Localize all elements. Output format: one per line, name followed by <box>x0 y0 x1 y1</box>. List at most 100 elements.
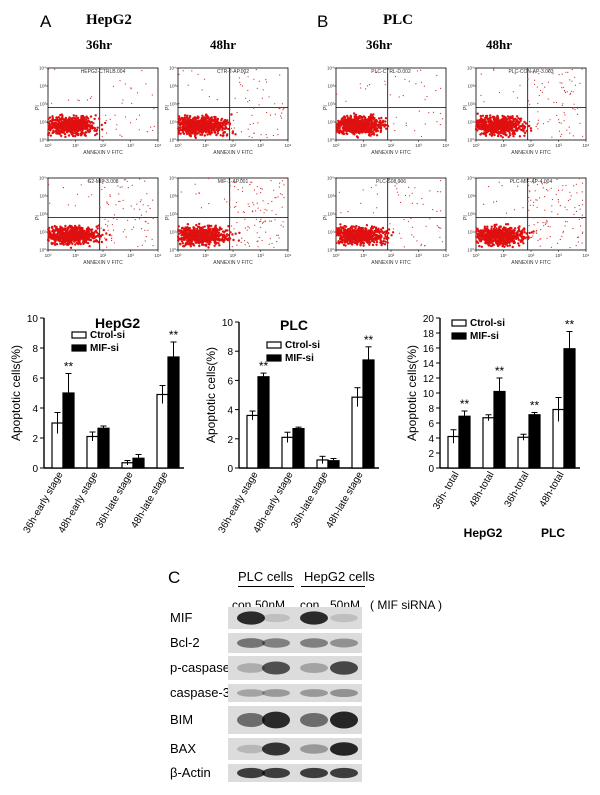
flow-y-axis-label: PI <box>35 105 41 110</box>
flow-x-tick: 10⁰ <box>333 253 340 258</box>
flow-x-tick: 10⁴ <box>583 143 590 148</box>
flow-x-tick: 10⁰ <box>45 253 52 258</box>
flow-x-axis-label: ANNEXIN V FITC <box>511 150 551 156</box>
blot-band <box>262 661 290 675</box>
y-tick-label: 6 <box>227 376 233 387</box>
y-tick-label: 0 <box>227 464 233 475</box>
flow-y-tick: 10⁰ <box>39 138 46 143</box>
significance-marker: ** <box>530 399 540 413</box>
flow-x-tick: 10¹ <box>500 253 507 258</box>
y-tick-label: 12 <box>423 374 435 385</box>
bar <box>86 435 99 469</box>
blot-band <box>262 767 290 779</box>
blot-strip <box>228 738 362 760</box>
flow-y-tick: 10⁴ <box>39 66 46 71</box>
blot-band <box>300 744 328 754</box>
flow-y-tick: 10⁰ <box>169 138 176 143</box>
blot-band <box>237 638 265 648</box>
bar <box>458 415 471 469</box>
blot-band <box>330 613 358 623</box>
flow-plot-label: HEPG2-CTRLB.004 <box>81 69 126 75</box>
category-label: 36h-total <box>503 470 532 509</box>
bar <box>246 414 259 469</box>
y-tick-label: 8 <box>227 347 233 358</box>
y-axis-label: Apoptotic cells(%) <box>9 345 23 441</box>
flow-plot-label: PLC-S08.006 <box>376 179 406 185</box>
flow-x-tick: 10³ <box>555 143 562 148</box>
blot-strip <box>228 706 362 734</box>
group-plc-underline <box>238 586 294 587</box>
flow-x-tick: 10⁰ <box>175 253 182 258</box>
significance-marker: ** <box>364 333 374 347</box>
bar <box>351 396 364 469</box>
flow-x-tick: 10² <box>528 253 535 258</box>
legend-swatch <box>266 341 282 349</box>
legend-swatch <box>451 332 467 340</box>
flow-plot-label: PLC-CON-AP-3.003 <box>508 69 553 75</box>
blot-band <box>262 613 290 623</box>
flow-x-axis-label: ANNEXIN V FITC <box>213 260 253 266</box>
flow-y-tick: 10⁰ <box>327 248 334 253</box>
blot-strip <box>228 764 362 782</box>
group-hepg2-cells: HepG2 cells <box>304 569 375 584</box>
flow-x-axis-label: ANNEXIN V FITC <box>371 150 411 156</box>
y-tick-label: 14 <box>423 359 435 370</box>
flow-x-tick: 10¹ <box>360 253 367 258</box>
flow-plot-label: PLC-CTRL-D.002 <box>371 69 411 75</box>
flow-x-axis-label: ANNEXIN V FITC <box>371 260 411 266</box>
blot-row-label: BIM <box>170 712 194 727</box>
y-tick-label: 0 <box>32 464 38 475</box>
category-label: 48h-total <box>468 470 497 509</box>
flow-x-tick: 10¹ <box>360 143 367 148</box>
blot-band <box>237 712 265 728</box>
blot-band <box>237 744 265 754</box>
flow-x-tick: 10⁴ <box>155 143 162 148</box>
group-label: PLC <box>541 526 565 540</box>
flow-y-axis-label: PI <box>323 105 329 110</box>
blot-strip <box>228 684 362 702</box>
y-tick-label: 18 <box>423 329 435 340</box>
legend-label: Ctrol-si <box>470 318 505 329</box>
panel-a-36hr: 36hr <box>86 37 112 52</box>
blot-row-label: Bcl-2 <box>170 635 200 650</box>
panel-b-36hr: 36hr <box>366 37 392 52</box>
flow-x-tick: 10³ <box>415 143 422 148</box>
category-label: 36h-late stage <box>94 470 135 531</box>
flow-y-tick: 10¹ <box>467 120 474 125</box>
blot-band <box>330 638 358 648</box>
y-tick-label: 8 <box>32 344 38 355</box>
flow-x-tick: 10³ <box>127 143 134 148</box>
flow-y-tick: 10⁴ <box>467 176 474 181</box>
mif-sirna-label: ( MIF siRNA ) <box>370 598 442 612</box>
bar <box>167 356 180 469</box>
flow-x-tick: 10⁰ <box>473 253 480 258</box>
bar <box>292 427 305 469</box>
flow-y-tick: 10¹ <box>169 230 176 235</box>
flow-y-tick: 10⁰ <box>39 248 46 253</box>
y-tick-label: 10 <box>27 314 39 325</box>
blot-strip <box>228 607 362 629</box>
bar-chart-total: 0 2 4 6 8 10 12 14 16 18 20 Apoptotic cells(%) Ctrol… <box>405 314 580 540</box>
flow-y-tick: 10⁴ <box>327 176 334 181</box>
blot-band <box>262 711 290 729</box>
flow-x-tick: 10¹ <box>72 253 79 258</box>
blot-band <box>262 689 290 697</box>
blot-band <box>330 688 358 698</box>
y-axis-label: Apoptotic cells(%) <box>205 347 218 443</box>
flow-y-tick: 10⁰ <box>467 138 474 143</box>
blot-band <box>300 611 328 625</box>
significance-marker: ** <box>565 318 575 332</box>
flow-y-tick: 10¹ <box>327 120 334 125</box>
flow-x-tick: 10⁴ <box>583 253 590 258</box>
flow-x-tick: 10⁴ <box>285 143 292 148</box>
blot-strip <box>228 656 362 680</box>
bar <box>563 348 576 469</box>
chart-title: HepG2 <box>95 315 140 331</box>
flow-x-tick: 10¹ <box>202 253 209 258</box>
flow-x-tick: 10² <box>100 253 107 258</box>
flow-x-tick: 10⁰ <box>45 143 52 148</box>
